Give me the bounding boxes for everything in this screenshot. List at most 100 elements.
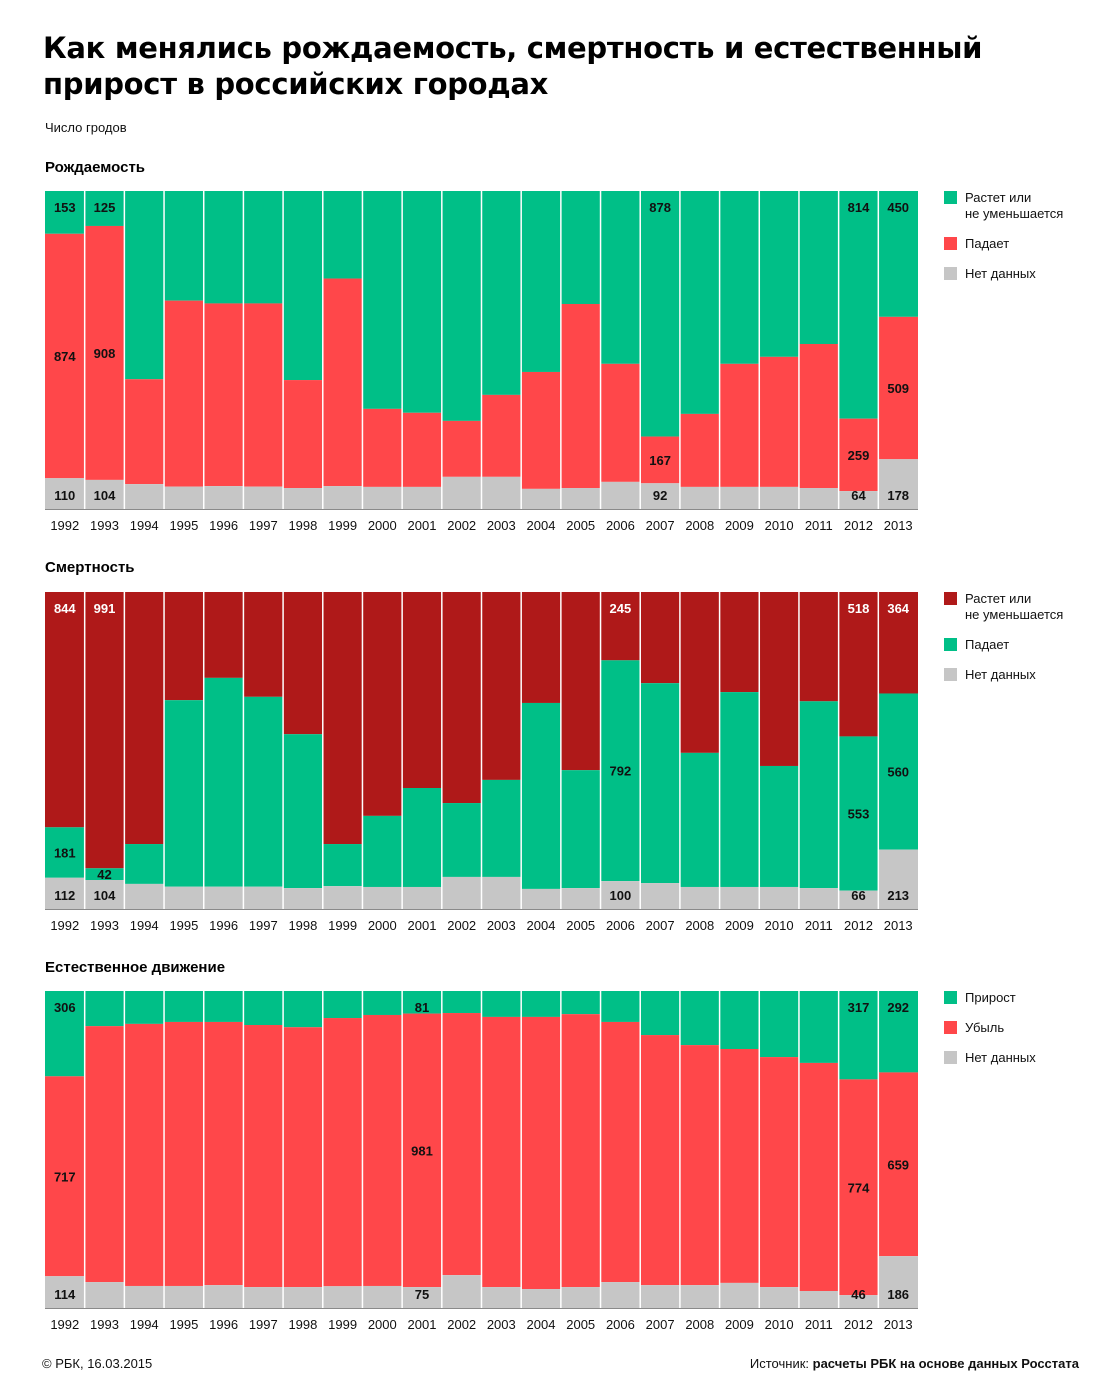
- x-tick-label: 2013: [884, 918, 913, 933]
- bar-segment-bottom: [679, 486, 720, 509]
- x-tick-label: 1998: [288, 518, 317, 533]
- bar-segment-middle: [679, 413, 720, 487]
- bar-segment-top: [441, 592, 482, 804]
- bar-segment-bottom: [838, 491, 879, 509]
- bar-segment-bottom: [560, 1287, 601, 1308]
- title-line-1: Как менялись рождаемость, смертность и е…: [43, 31, 983, 65]
- data-label: 317: [848, 1000, 870, 1015]
- bar-segment-top: [600, 991, 641, 1022]
- bar-segment-bottom: [798, 1290, 839, 1308]
- bar-segment-middle: [243, 303, 284, 487]
- bar-segment-middle: [481, 394, 522, 477]
- x-tick-label: 2007: [646, 918, 675, 933]
- bar-segment-middle: [759, 1057, 799, 1288]
- bar-segment-top: [322, 191, 363, 279]
- x-tick-label: 2009: [725, 1317, 754, 1332]
- x-tick-label: 2011: [805, 1317, 833, 1332]
- legend-label: Падает: [965, 236, 1009, 251]
- bar-segment-bottom: [203, 1285, 244, 1308]
- bar-segment-bottom: [719, 486, 760, 509]
- bar-segment-top: [600, 592, 641, 661]
- x-tick-label: 2005: [566, 1317, 595, 1332]
- bar-segment-middle: [600, 1021, 641, 1283]
- x-tick-label: 1994: [130, 918, 159, 933]
- chart-3: Естественное движение 306 717 114 1992 1993 19…: [45, 959, 1036, 1332]
- bar-segment-middle: [322, 278, 363, 487]
- bar-segment-middle: [719, 692, 760, 887]
- bar-segment-top: [759, 991, 799, 1058]
- x-tick-label: 2001: [408, 1317, 437, 1332]
- legend-label: не уменьшается: [965, 206, 1063, 221]
- bar-segment-bottom: [402, 486, 442, 509]
- bar-segment-bottom: [402, 1287, 442, 1308]
- bar-segment-middle: [640, 436, 680, 484]
- bar-segment-top: [719, 991, 760, 1049]
- data-label: 181: [54, 846, 76, 861]
- bar-segment-middle: [838, 418, 879, 492]
- bar-segment-middle: [84, 868, 125, 880]
- x-tick-label: 1992: [50, 518, 79, 533]
- bar-segment-top: [679, 991, 720, 1046]
- bar-segment-middle: [124, 844, 165, 884]
- x-tick-label: 2011: [805, 518, 833, 533]
- x-tick-label: 2003: [487, 518, 516, 533]
- bar-segment-top: [481, 592, 522, 780]
- bar-segment-bottom: [679, 1285, 720, 1308]
- bar-segment-bottom: [164, 486, 204, 509]
- bar-segment-bottom: [560, 888, 601, 909]
- bar-segment-middle: [164, 300, 204, 487]
- x-tick-label: 1998: [288, 918, 317, 933]
- bar-segment-top: [560, 592, 601, 771]
- x-tick-label: 2013: [884, 1317, 913, 1332]
- x-tick-label: 2012: [844, 918, 873, 933]
- x-tick-label: 1995: [169, 518, 198, 533]
- bar-segment-bottom: [243, 886, 284, 909]
- bar-segment-bottom: [521, 488, 561, 509]
- x-tick-label: 2006: [606, 1317, 635, 1332]
- data-label: 110: [54, 488, 75, 503]
- data-label: 186: [887, 1287, 909, 1302]
- bar-segment-top: [838, 191, 879, 419]
- bar-segment-bottom: [560, 488, 601, 509]
- bar-segment-top: [243, 991, 284, 1026]
- x-tick-label: 2006: [606, 518, 635, 533]
- data-label: 364: [887, 601, 909, 616]
- chart-title: Рождаемость: [45, 159, 145, 176]
- bar-segment-bottom: [878, 849, 918, 909]
- x-tick-label: 2008: [685, 1317, 714, 1332]
- copyright: © РБК, 16.03.2015: [42, 1356, 153, 1371]
- bar-segment-top: [798, 991, 839, 1063]
- bar-segment-bottom: [203, 886, 244, 909]
- bar-segment-middle: [402, 788, 442, 887]
- bar-segment-bottom: [600, 1282, 641, 1308]
- data-label: 306: [54, 1000, 76, 1015]
- bar-segment-bottom: [441, 476, 482, 509]
- bar-segment-bottom: [521, 888, 561, 909]
- bar-segment-top: [164, 592, 204, 701]
- bar-segment-bottom: [878, 459, 918, 509]
- x-tick-label: 2010: [765, 518, 794, 533]
- bar-segment-bottom: [402, 886, 442, 909]
- x-tick-label: 2004: [527, 1317, 556, 1332]
- bar-segment-middle: [322, 1018, 363, 1287]
- bar-segment-middle: [124, 379, 165, 485]
- bar-segment-top: [560, 991, 601, 1015]
- bar-segment-middle: [719, 363, 760, 487]
- bar-segment-bottom: [84, 1282, 125, 1308]
- legend-swatch: [944, 191, 957, 204]
- legend-item: Нет данных: [944, 667, 1036, 682]
- bar-segment-middle: [521, 371, 561, 489]
- bar-segment-bottom: [124, 484, 165, 509]
- bar-segment-top: [560, 191, 601, 304]
- title-line-2: прирост в российских городах: [43, 67, 549, 101]
- data-label: 167: [649, 453, 671, 468]
- bar-segment-middle: [679, 1045, 720, 1286]
- bar-segment-middle: [441, 1013, 482, 1276]
- bar-segment-bottom: [283, 888, 323, 909]
- bar-segment-bottom: [719, 886, 760, 909]
- bar-segment-middle: [560, 1014, 601, 1288]
- data-label: 112: [54, 888, 75, 903]
- bar-segment-middle: [481, 779, 522, 877]
- bar-segment-bottom: [798, 488, 839, 509]
- bar-segment-top: [84, 592, 125, 869]
